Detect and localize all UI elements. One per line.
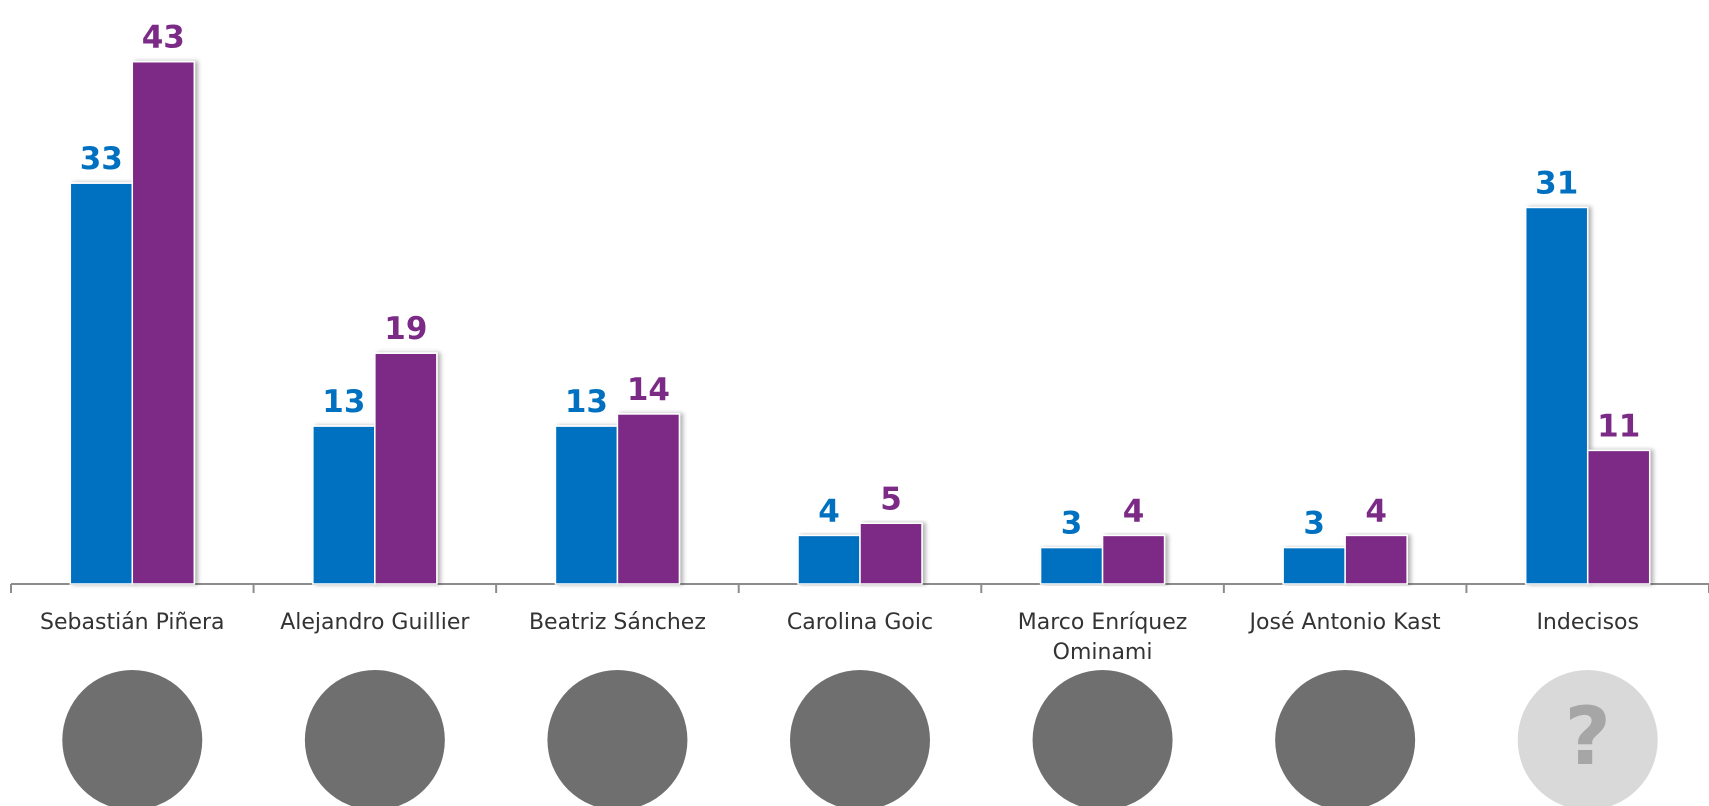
value-label: 4 <box>1365 493 1387 529</box>
x-label-box: Indecisos <box>1466 608 1709 678</box>
bar <box>375 353 437 584</box>
bar <box>1041 548 1103 584</box>
unknown-icon: ? <box>1565 690 1611 783</box>
candidate-photo <box>1275 670 1415 806</box>
bar <box>555 426 617 584</box>
bar <box>798 535 860 584</box>
candidate-photo <box>790 670 930 806</box>
x-label-box: Alejandro Guillier <box>254 608 497 678</box>
x-label-box: Sebastián Piñera <box>11 608 254 678</box>
bar <box>313 426 375 584</box>
value-label: 4 <box>1123 493 1145 529</box>
value-label: 11 <box>1597 408 1640 444</box>
value-label: 31 <box>1535 165 1578 201</box>
bar <box>70 183 132 584</box>
chart: 3343Sebastián Piñera1319Alejandro Guilli… <box>0 0 1709 806</box>
x-label-box: Carolina Goic <box>739 608 982 678</box>
value-label: 43 <box>142 20 185 56</box>
value-label: 13 <box>565 384 608 420</box>
x-tick-label: José Antonio Kast <box>1224 608 1467 638</box>
value-label: 19 <box>384 311 427 347</box>
bar <box>132 62 194 584</box>
x-tick-label: Carolina Goic <box>739 608 982 638</box>
bar <box>617 414 679 584</box>
bar <box>1588 450 1650 584</box>
value-label: 33 <box>80 141 123 177</box>
value-label: 3 <box>1303 506 1325 542</box>
x-tick-label: Sebastián Piñera <box>11 608 254 638</box>
candidate-photo <box>547 670 687 806</box>
bar <box>1526 207 1588 584</box>
x-label-box: José Antonio Kast <box>1224 608 1467 678</box>
value-label: 14 <box>627 372 670 408</box>
x-tick-label: Indecisos <box>1466 608 1709 638</box>
value-label: 4 <box>818 493 840 529</box>
bar <box>1103 535 1165 584</box>
value-label: 13 <box>322 384 365 420</box>
value-label: 3 <box>1061 506 1083 542</box>
x-tick-label: Marco Enríquez Ominami <box>981 608 1224 668</box>
bar <box>1345 535 1407 584</box>
bar <box>860 523 922 584</box>
x-label-box: Beatriz Sánchez <box>496 608 739 678</box>
candidate-photo <box>62 670 202 806</box>
candidate-photo <box>1033 670 1173 806</box>
bar <box>1283 548 1345 584</box>
candidate-photo <box>305 670 445 806</box>
value-label: 5 <box>880 481 902 517</box>
x-tick-label: Beatriz Sánchez <box>496 608 739 638</box>
x-tick-label: Alejandro Guillier <box>254 608 497 638</box>
x-label-box: Marco Enríquez Ominami <box>981 608 1224 678</box>
